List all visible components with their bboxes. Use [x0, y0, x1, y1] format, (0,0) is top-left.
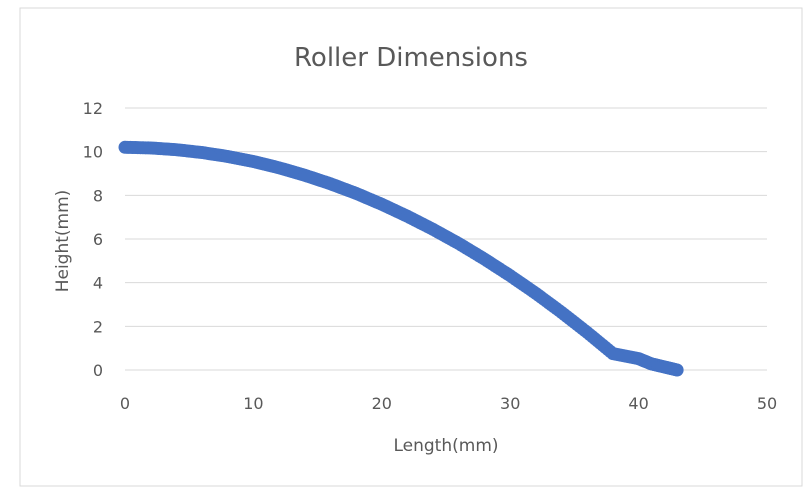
y-tick-label: 4 — [93, 274, 103, 293]
y-tick-label: 2 — [93, 317, 103, 336]
x-tick-label: 40 — [628, 394, 648, 413]
chart-border — [19, 7, 803, 487]
axes: 0 2 4 6 8 10 12 0 10 20 30 40 50 — [83, 99, 778, 413]
data-point — [670, 363, 684, 377]
y-tick-label: 8 — [93, 186, 103, 205]
x-tick-label: 30 — [500, 394, 520, 413]
y-axis-label: Height(mm) — [53, 190, 73, 293]
y-tick-label: 12 — [83, 99, 103, 118]
x-tick-label: 50 — [757, 394, 777, 413]
y-tick-label: 6 — [93, 230, 103, 249]
y-tick-label: 0 — [93, 361, 103, 380]
x-tick-label: 10 — [243, 394, 263, 413]
y-tick-label: 10 — [83, 143, 103, 162]
x-tick-label: 20 — [372, 394, 392, 413]
data-series — [118, 140, 684, 377]
chart-title: Roller Dimensions — [294, 43, 528, 73]
x-axis-label: Length(mm) — [393, 436, 498, 456]
x-tick-label: 0 — [120, 394, 130, 413]
